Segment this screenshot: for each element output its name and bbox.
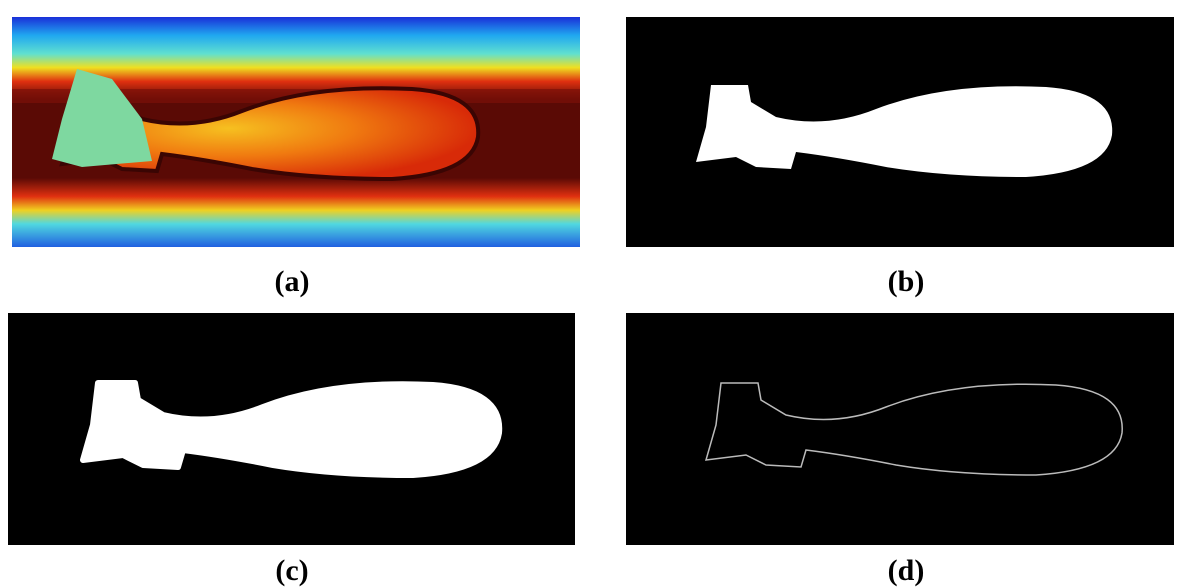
page: {"panels": [{"label": "(a)"}, {"label": …	[0, 0, 1184, 588]
panel-b-image	[626, 17, 1174, 247]
panel-label: (a)	[275, 265, 310, 298]
panel-label: (d)	[888, 554, 925, 587]
panel-a-image	[12, 17, 580, 247]
panel-label: (c)	[275, 554, 308, 587]
figure-page: (a) (b) (c) (d) (() => { const data = JS…	[0, 0, 1184, 588]
panel-d-image	[626, 313, 1174, 545]
panel-label: (b)	[888, 265, 925, 298]
panel-c-image	[8, 313, 575, 545]
figure: (a) (b) (c) (d)	[0, 0, 1184, 588]
